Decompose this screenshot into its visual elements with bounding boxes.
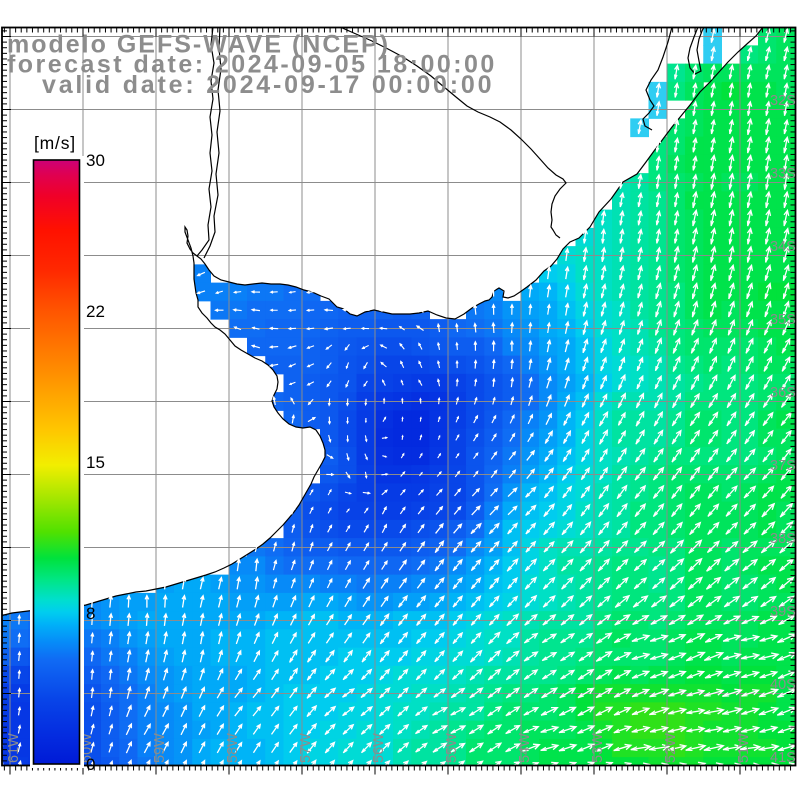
svg-text:41S: 41S (770, 750, 796, 766)
svg-text:0: 0 (86, 755, 95, 774)
svg-text:34S: 34S (770, 239, 796, 255)
svg-text:37S: 37S (770, 458, 796, 474)
svg-text:33S: 33S (770, 166, 796, 182)
svg-text:15: 15 (86, 453, 105, 472)
svg-text:55W: 55W (444, 733, 460, 763)
svg-text:[m/s]: [m/s] (34, 133, 76, 153)
svg-text:22: 22 (86, 302, 105, 321)
svg-text:36S: 36S (770, 385, 796, 401)
svg-text:58W: 58W (225, 733, 241, 763)
svg-text:valid date: 2024-09-17 00:00:0: valid date: 2024-09-17 00:00:00 (42, 71, 494, 99)
svg-text:32S: 32S (770, 93, 796, 109)
svg-text:40S: 40S (770, 677, 796, 693)
svg-text:56W: 56W (371, 733, 387, 763)
svg-text:53W: 53W (590, 733, 606, 763)
svg-text:39S: 39S (770, 604, 796, 620)
svg-text:30: 30 (86, 151, 105, 170)
svg-text:61W: 61W (6, 733, 22, 763)
svg-text:35S: 35S (770, 312, 796, 328)
svg-text:51W: 51W (736, 733, 752, 763)
svg-text:8: 8 (86, 604, 95, 623)
svg-text:38S: 38S (770, 531, 796, 547)
svg-text:57W: 57W (298, 733, 314, 763)
svg-text:54W: 54W (517, 733, 533, 763)
svg-text:52W: 52W (663, 733, 679, 763)
svg-text:59W: 59W (152, 733, 168, 763)
